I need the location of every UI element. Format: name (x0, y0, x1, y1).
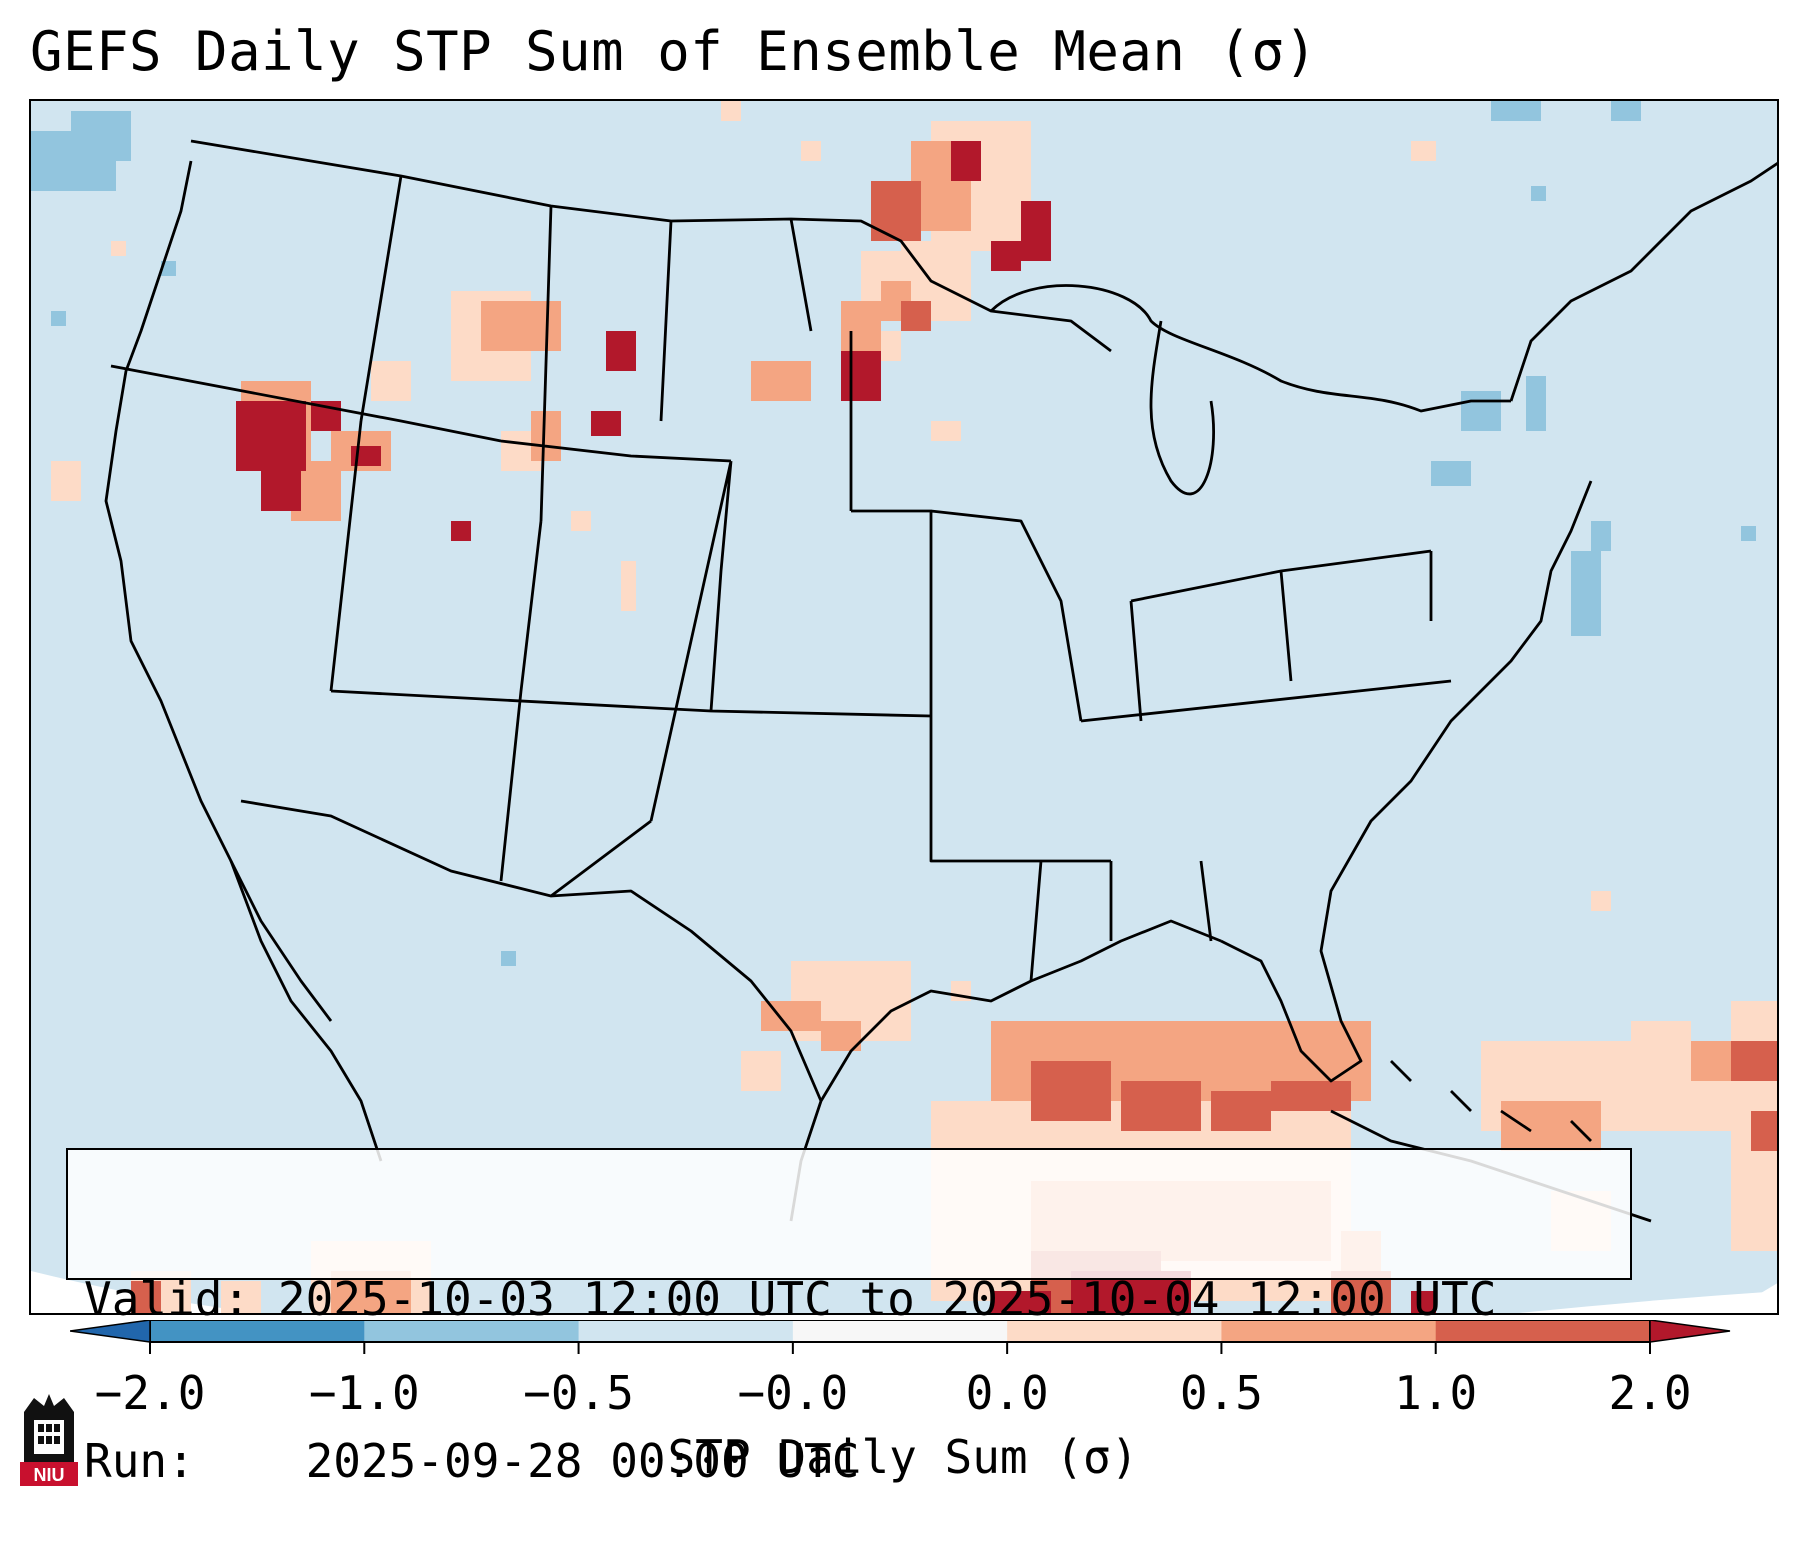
pacific-coastline (104, 160, 333, 1022)
valid-run-info-box: Valid: 2025-10-03 12:00 UTC to 2025-10-0… (66, 1148, 1632, 1488)
colorbar-tick-label: −0.0 (737, 1366, 849, 1420)
run-line: Run: 2025-09-28 00:00 UTC (84, 1434, 1614, 1488)
colorbar-segment (578, 1320, 794, 1342)
colorbar-segment (1007, 1320, 1222, 1342)
colorbar-tick-label: 0.5 (1179, 1366, 1263, 1420)
niu-logo-icon: NIU (20, 1394, 78, 1486)
colorbar-segment (150, 1320, 365, 1342)
lake-michigan (1149, 320, 1215, 496)
colorbar-tick-label: 2.0 (1608, 1366, 1692, 1420)
colorbar-over-extend (1649, 1320, 1731, 1343)
run-value: 2025-09-28 00:00 UTC (305, 1434, 860, 1488)
colorbar-under-extend (70, 1320, 151, 1343)
outside-domain-region-right (1727, 1283, 1777, 1313)
baja-coastline (229, 860, 383, 1162)
valid-line: Valid: 2025-10-03 12:00 UTC to 2025-10-0… (84, 1272, 1614, 1326)
map-title: GEFS Daily STP Sum of Ensemble Mean (σ) (30, 20, 1318, 83)
colorbar-tick-label: −0.5 (523, 1366, 634, 1420)
bahamas-islands (1390, 1060, 1592, 1142)
colorbar-tick-label: 1.0 (1394, 1366, 1478, 1420)
colorbar-tick-label: −2.0 (94, 1366, 206, 1420)
gulf-coastline (789, 919, 1222, 1222)
svg-text:NIU: NIU (34, 1465, 65, 1485)
colorbar-tick-label: 0.0 (965, 1366, 1049, 1420)
atlantic-coastline (1220, 480, 1593, 1083)
mexico-us-border (240, 799, 823, 1102)
colorbar-tick-label: −1.0 (308, 1366, 420, 1420)
outside-domain-region (31, 1271, 259, 1313)
valid-label: Valid: (84, 1272, 251, 1326)
geographic-boundaries (104, 139, 1777, 1223)
map-canvas (31, 101, 1777, 1313)
great-lakes-outline (990, 284, 1511, 413)
valid-value: 2025-10-03 12:00 UTC to 2025-10-04 12:00… (277, 1272, 1497, 1326)
state-boundaries (110, 175, 1452, 982)
intense-positive-cells (236, 141, 1436, 1313)
colorbar-segment (1221, 1320, 1437, 1342)
colorbar (70, 1320, 1731, 1354)
colorbar-label: STP Daily Sum (σ) (667, 1430, 1139, 1484)
run-label: Run: (84, 1434, 195, 1488)
negative-anomaly-cells (31, 101, 1756, 966)
map-panel[interactable] (29, 99, 1779, 1315)
northeast-coastline (1509, 161, 1777, 402)
colorbar-segment (364, 1320, 580, 1342)
colorbar-segment (1435, 1320, 1651, 1342)
colorbar-segment (792, 1320, 1008, 1342)
map-domain (31, 101, 1777, 1313)
canada-us-border (190, 139, 1112, 353)
